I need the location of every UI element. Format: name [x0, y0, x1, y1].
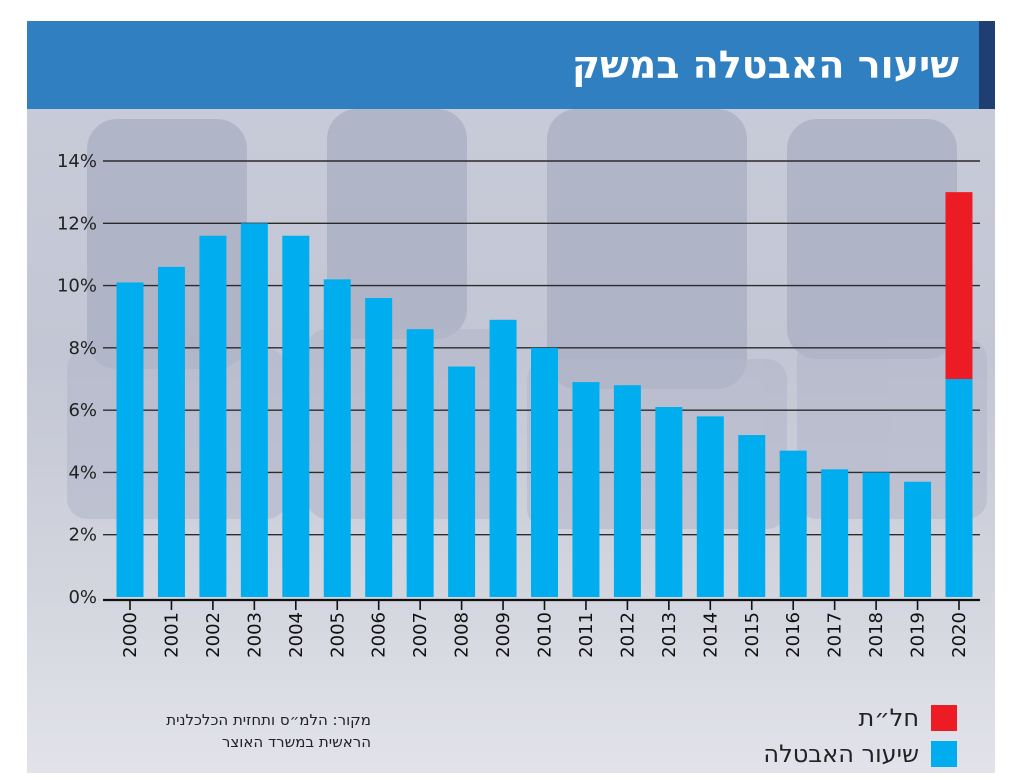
x-tick-label: 2005 [327, 612, 348, 658]
x-tick-label: 2010 [535, 612, 556, 658]
bar-unemployment [448, 366, 476, 597]
x-tick-label: 2001 [161, 612, 182, 658]
legend-label-furlough: חל״ת [858, 704, 919, 732]
x-tick-label: 2017 [825, 612, 846, 658]
bar-unemployment [862, 472, 890, 597]
source-line-1: מקור: הלמ״ס ותחזית הכלכלנית [166, 711, 371, 729]
bar-unemployment [406, 329, 434, 597]
legend-item-unemployment: שיעור האבטלה [763, 737, 957, 771]
bar-unemployment [655, 407, 683, 597]
legend-swatch-unemployment [931, 741, 957, 767]
title-banner: שיעור האבטלה במשק [27, 21, 995, 109]
y-tick-label: 14% [57, 151, 97, 172]
x-tick-label: 2013 [659, 612, 680, 658]
x-tick-label: 2002 [203, 612, 224, 658]
x-tick-label: 2014 [700, 612, 721, 658]
x-tick-label: 2020 [949, 612, 970, 658]
y-tick-label: 10% [57, 276, 97, 297]
y-tick-label: 12% [57, 213, 97, 234]
legend-item-furlough: חל״ת [763, 701, 957, 735]
source-line-2: הראשית במשרד האוצר [221, 733, 371, 751]
x-tick-label: 2007 [410, 612, 431, 658]
source-note: מקור: הלמ״ס ותחזית הכלכלנית הראשית במשרד… [71, 709, 371, 753]
legend-label-unemployment: שיעור האבטלה [763, 740, 919, 768]
x-tick-label: 2011 [576, 612, 597, 658]
bar-unemployment [240, 223, 268, 598]
bar-unemployment [696, 416, 724, 597]
title-accent-strip [979, 21, 995, 109]
bar-unemployment [199, 235, 227, 597]
bar-unemployment [613, 385, 641, 597]
chart-frame: שיעור האבטלה במשק 0% 2% 4% 6% 8% 10% 12% 14% 200… [27, 21, 995, 773]
bar-unemployment [116, 282, 144, 597]
bar-chart: 0% 2% 4% 6% 8% 10% 12% 14% 2000 2001 2002 2003 2004 2… [57, 151, 980, 658]
x-tick-label: 2018 [866, 612, 887, 658]
bar-furlough [945, 192, 973, 379]
bar-unemployment [779, 450, 807, 597]
y-tick-label: 4% [68, 462, 97, 483]
chart-title: שיעור האבטלה במשק [571, 43, 959, 87]
y-tick-label: 6% [68, 400, 97, 421]
legend: חל״ת שיעור האבטלה [763, 701, 957, 773]
bar-unemployment [821, 469, 849, 597]
x-tick-label: 2019 [908, 612, 929, 658]
y-tick-label: 2% [68, 525, 97, 546]
x-tick-label: 2015 [742, 612, 763, 658]
bar-unemployment [365, 298, 393, 597]
x-tick-label: 2016 [783, 612, 804, 658]
bar-unemployment [572, 382, 600, 597]
bar-unemployment [282, 235, 310, 597]
y-tick-label: 0% [68, 587, 97, 608]
x-tick-label: 2004 [286, 612, 307, 658]
bar-unemployment [904, 481, 932, 597]
x-tick-label: 2003 [244, 612, 265, 658]
bar-unemployment [323, 279, 351, 597]
bar-unemployment [738, 435, 766, 597]
bar-unemployment [531, 347, 558, 597]
legend-swatch-furlough [931, 705, 957, 731]
bar-unemployment [489, 319, 517, 597]
x-tick-label: 2012 [617, 612, 638, 658]
y-tick-label: 8% [68, 338, 97, 359]
x-tick-label: 2009 [493, 612, 514, 658]
bar-unemployment [157, 266, 185, 597]
x-tick-label: 2006 [369, 612, 390, 658]
x-tick-label: 2000 [120, 612, 141, 658]
x-tick-label: 2008 [452, 612, 473, 658]
bar-unemployment [945, 379, 973, 597]
